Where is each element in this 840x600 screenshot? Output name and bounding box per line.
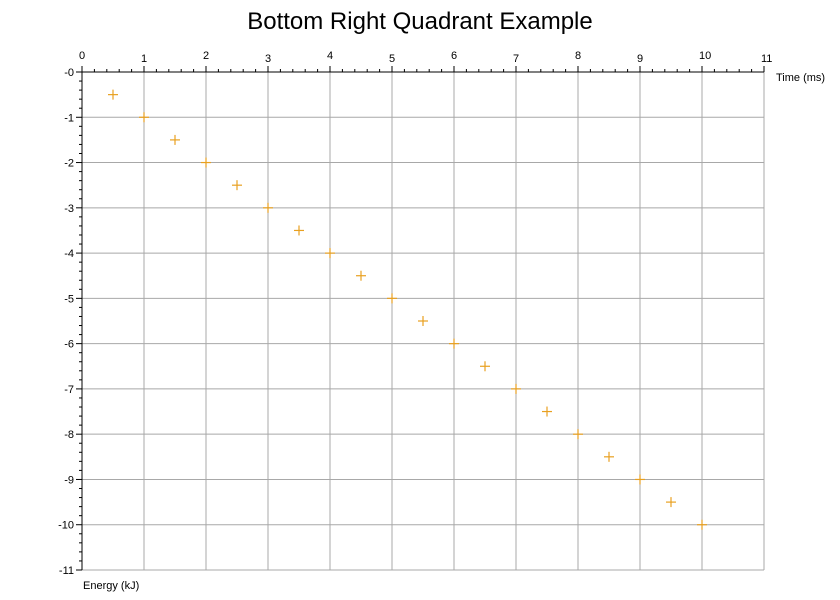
data-point	[263, 202, 273, 213]
x-tick-label: 7	[513, 53, 519, 65]
data-point	[449, 338, 459, 349]
axes	[76, 66, 765, 571]
x-axis-title: Time (ms)	[776, 72, 825, 84]
x-tick-label: 9	[637, 53, 643, 65]
data-point	[170, 134, 180, 145]
y-tick-label: -9	[64, 474, 74, 486]
x-tick-label: 3	[265, 53, 271, 65]
y-tick-label: -3	[64, 203, 74, 215]
y-tick-label: -5	[64, 293, 74, 305]
data-point	[635, 474, 645, 485]
data-point	[697, 519, 707, 530]
data-point	[573, 429, 583, 440]
y-tick-label: -7	[64, 384, 74, 396]
data-point	[604, 451, 614, 462]
data-point	[480, 361, 490, 372]
y-tick-label: -8	[64, 429, 74, 441]
data-point	[139, 112, 149, 123]
data-point	[387, 293, 397, 304]
data-point	[356, 270, 366, 281]
x-tick-label: 6	[451, 50, 457, 62]
data-point	[232, 180, 242, 191]
x-tick-label: 4	[327, 50, 333, 62]
y-tick-label: -2	[64, 158, 74, 170]
x-tick-label: 11	[761, 53, 772, 65]
data-point	[666, 497, 676, 508]
tick-labels: 0 1 2 3 4 5 6 7 8 9 10 11 -0 -1 -2 -3 -4 -5 -6 -7 -8 -9 -10 -11	[58, 50, 772, 577]
y-axis-title: Energy (kJ)	[83, 580, 139, 592]
data-point	[542, 406, 552, 417]
data-point	[325, 248, 335, 259]
data-point	[294, 225, 304, 236]
data-points	[108, 89, 707, 530]
data-point	[108, 89, 118, 100]
data-point	[201, 157, 211, 168]
y-tick-label: -4	[64, 248, 74, 260]
y-tick-label: -0	[64, 67, 74, 79]
x-tick-label: 5	[389, 53, 395, 65]
x-tick-label: 0	[79, 50, 85, 62]
y-tick-label: -10	[58, 520, 74, 532]
grid	[82, 72, 765, 571]
chart-title: Bottom Right Quadrant Example	[247, 8, 593, 35]
y-tick-label: -11	[59, 565, 74, 577]
x-tick-label: 8	[575, 50, 581, 62]
data-point	[511, 383, 521, 394]
x-tick-label: 1	[141, 53, 147, 65]
y-tick-label: -6	[64, 339, 74, 351]
x-tick-label: 2	[203, 50, 209, 62]
x-tick-label: 10	[699, 50, 711, 62]
y-tick-label: -1	[64, 112, 74, 124]
data-point	[418, 316, 428, 326]
